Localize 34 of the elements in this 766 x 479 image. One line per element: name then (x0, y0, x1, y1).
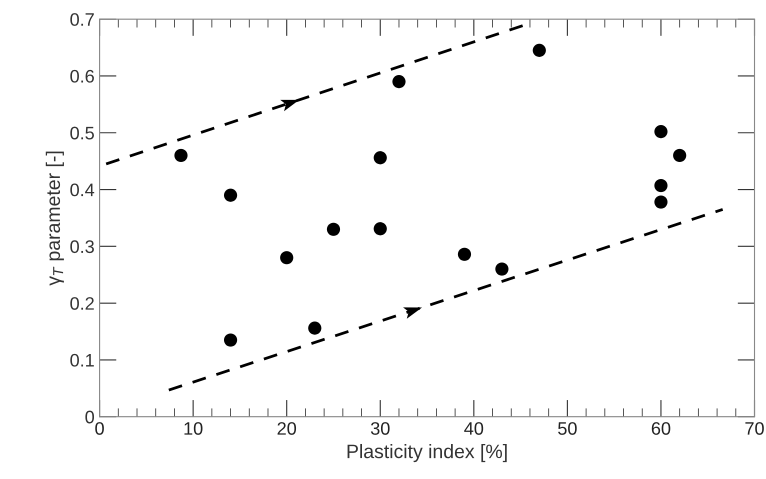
point (532, 44, 546, 57)
point (174, 148, 188, 162)
x-tick-label: 40 (464, 422, 484, 435)
x-tick-label: 70 (745, 422, 764, 435)
y-tick-label: 0.4 (70, 183, 94, 196)
point (654, 125, 668, 138)
y-tick-label: 0.6 (70, 70, 94, 83)
point (495, 262, 508, 276)
x-tick-label: 10 (184, 422, 202, 435)
x-axis-title: Plasticity index [%] (348, 444, 507, 462)
point (374, 222, 387, 236)
y-tick-label: 0.1 (70, 354, 94, 367)
x-tick-label: 20 (278, 422, 296, 435)
x-tick-label: 30 (370, 422, 390, 435)
y-tick-label: 0.2 (70, 297, 94, 310)
x-tick-label: 0 (95, 422, 104, 435)
y-axis-title: γ$_{T}$ parameter [-] (46, 152, 64, 286)
point (326, 222, 340, 236)
y-tick-label: 0 (85, 410, 94, 424)
point (654, 195, 668, 209)
y-tick-label: 0.5 (70, 126, 94, 140)
point (458, 248, 472, 261)
point (224, 188, 238, 202)
point (224, 333, 238, 347)
point (392, 75, 406, 88)
point (280, 251, 294, 264)
point (308, 322, 322, 335)
y-tick-label: 0.7 (70, 13, 94, 26)
y-tick-label: 0.3 (70, 240, 94, 254)
point (654, 178, 668, 192)
x-tick-label: 50 (558, 422, 577, 435)
point (673, 148, 686, 162)
point (374, 151, 387, 164)
x-tick-label: 60 (652, 422, 670, 435)
